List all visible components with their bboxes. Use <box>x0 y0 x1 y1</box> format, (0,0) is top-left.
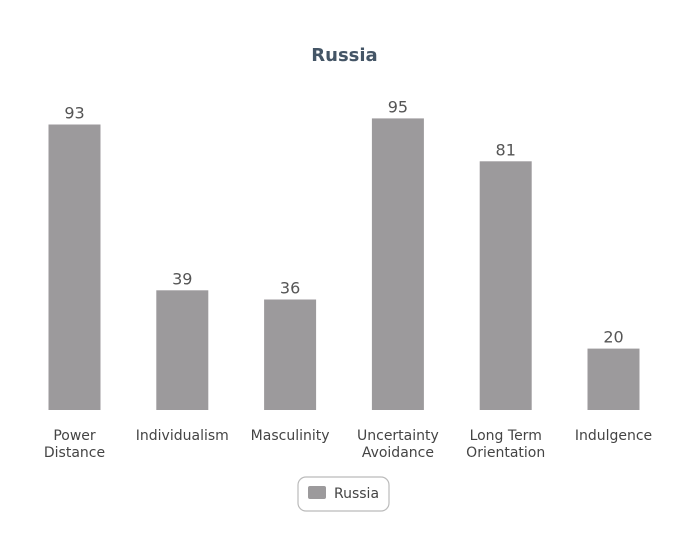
bar[interactable] <box>48 124 101 411</box>
bar-value-label: 39 <box>172 269 192 288</box>
bar-value-label: 20 <box>603 328 623 347</box>
category-tick-label: Power Distance <box>44 428 105 461</box>
bar-value-label: 81 <box>496 140 516 159</box>
legend-item-label: Russia <box>334 486 379 502</box>
bar-value-label: 93 <box>64 104 84 123</box>
category-tick-label: Masculinity <box>251 428 330 444</box>
bar[interactable] <box>156 290 209 410</box>
bars-group <box>48 118 640 411</box>
bar[interactable] <box>587 348 640 410</box>
data-labels-group: 93 39 36 95 81 20 <box>64 97 623 346</box>
legend[interactable]: Russia <box>297 476 390 512</box>
bar[interactable] <box>371 118 424 411</box>
bar[interactable] <box>479 161 532 410</box>
legend-box <box>297 476 390 512</box>
bar[interactable] <box>264 299 317 411</box>
legend-swatch <box>308 486 326 499</box>
bar-value-label: 36 <box>280 279 300 298</box>
category-labels-group: Power Distance Individualism Masculinity Unc… <box>44 428 652 461</box>
bar-value-label: 95 <box>388 97 408 116</box>
category-tick-label: Uncertainty Avoidance <box>357 428 439 461</box>
category-tick-label: Long Term Orientation <box>466 428 545 461</box>
chart-title: Russia <box>311 45 377 66</box>
category-tick-label: Individualism <box>136 428 229 444</box>
category-tick-label: Indulgence <box>575 428 652 444</box>
